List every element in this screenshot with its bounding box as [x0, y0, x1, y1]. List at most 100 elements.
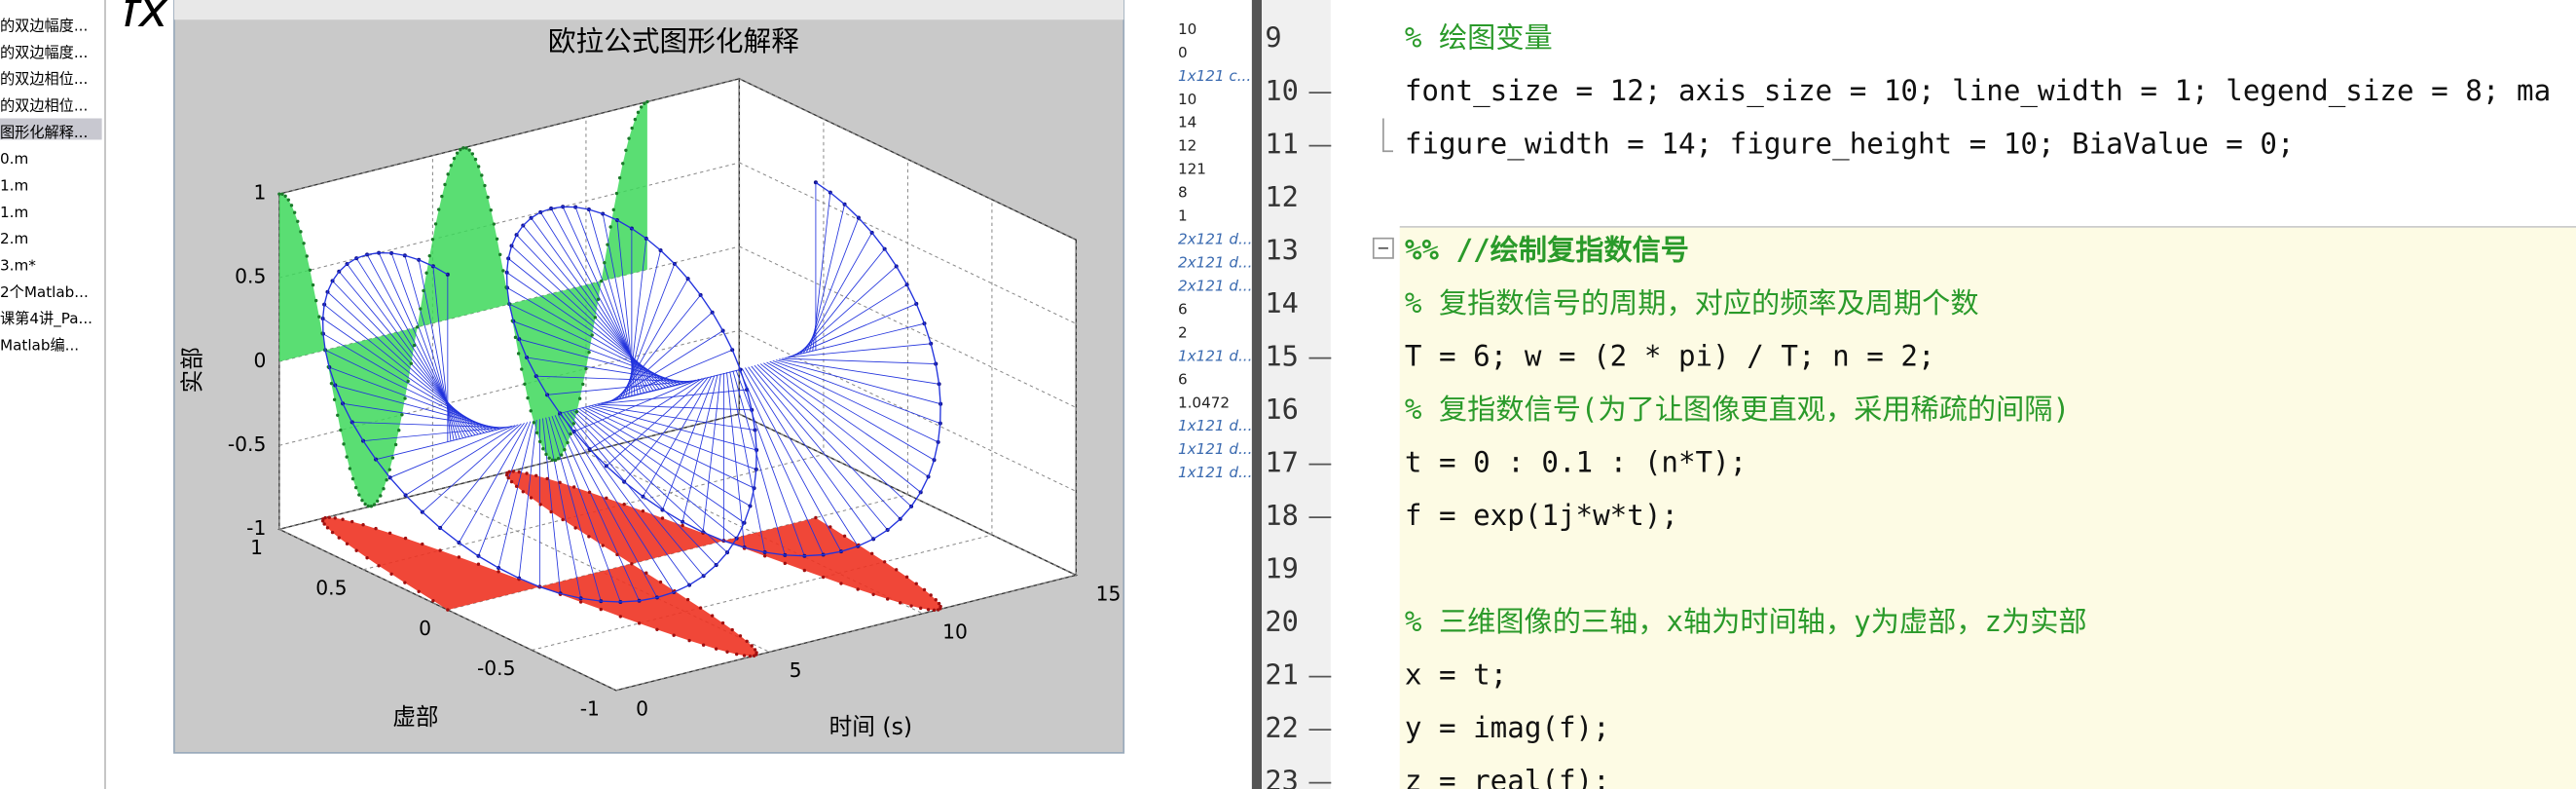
real-part-fill — [278, 101, 647, 507]
real-point — [584, 366, 588, 371]
real-point — [311, 282, 315, 287]
helix-stem — [506, 287, 676, 386]
figure-toolbar — [173, 0, 1124, 20]
breakpoint-marker: — — [1307, 714, 1332, 742]
real-point — [461, 146, 465, 150]
helix-stem — [542, 418, 562, 594]
grid-line — [739, 162, 1077, 324]
real-point — [455, 151, 460, 155]
imag-point — [725, 650, 729, 654]
real-point — [363, 502, 367, 507]
helix-stem — [756, 364, 912, 507]
helix-stem — [389, 425, 516, 478]
helix-stem — [574, 207, 644, 394]
real-point — [387, 468, 391, 471]
workspace-value: 1x121 d... — [1178, 417, 1253, 434]
imag-point — [514, 484, 519, 488]
imag-point — [345, 542, 350, 545]
helix-stem — [748, 366, 874, 540]
real-point — [467, 148, 471, 152]
imag-point — [601, 544, 605, 547]
real-point — [513, 335, 518, 340]
imag-point — [783, 561, 787, 566]
file-item: 的双边相位... — [0, 97, 88, 115]
imag-point — [738, 634, 743, 638]
helix-stem — [561, 413, 675, 593]
imag-point — [644, 571, 648, 575]
helix-stem — [351, 422, 506, 429]
line-number: 19 — [1265, 552, 1299, 585]
imag-point — [745, 639, 749, 643]
imag-point — [938, 604, 942, 609]
helix-stem — [772, 360, 940, 425]
real-point — [280, 192, 284, 196]
helix-stem — [738, 368, 825, 555]
breakpoint-marker: — — [1307, 343, 1332, 371]
imag-point — [871, 592, 875, 596]
imag-point — [742, 654, 747, 658]
imag-point — [734, 652, 739, 657]
real-point — [302, 242, 306, 245]
file-item: 0.m — [0, 150, 28, 168]
helix-stem — [769, 360, 938, 443]
real-point — [332, 397, 337, 401]
real-point — [537, 439, 542, 444]
imag-point — [720, 620, 725, 625]
workspace-value: 2x121 d... — [1178, 254, 1253, 272]
real-point — [350, 476, 355, 481]
real-point — [476, 165, 481, 169]
split-bar — [1251, 0, 1262, 789]
code-line: % 三维图像的三轴，x轴为时间轴，y为虚部，z为实部 — [1405, 605, 2087, 638]
helix-stem — [329, 366, 497, 431]
imag-point — [330, 530, 335, 535]
imag-point — [914, 582, 918, 585]
imag-point — [558, 480, 562, 485]
real-point — [385, 478, 388, 482]
real-point — [534, 431, 539, 434]
helix-stem — [591, 405, 757, 451]
file-item: 的双边幅度... — [0, 18, 88, 35]
helix-stem — [518, 420, 537, 579]
imag-point — [750, 644, 754, 648]
real-point — [452, 156, 457, 161]
real-point — [470, 152, 475, 156]
imag-point — [856, 587, 860, 591]
real-point — [277, 192, 281, 196]
real-point — [587, 350, 591, 355]
helix-stem — [363, 426, 509, 442]
real-point — [430, 238, 435, 242]
real-point — [553, 458, 558, 463]
real-point — [415, 325, 420, 329]
file-selection — [0, 118, 102, 140]
imag-point — [377, 564, 381, 568]
line-number: 13 — [1265, 234, 1299, 267]
real-point — [419, 307, 423, 311]
helix-stem — [535, 375, 690, 383]
imag-point — [882, 560, 887, 564]
real-point — [397, 429, 401, 432]
real-point — [390, 456, 395, 460]
y-axis-label: 虚部 — [392, 703, 438, 731]
imag-point — [802, 568, 807, 573]
workspace-value: 12 — [1178, 137, 1196, 155]
helix-stem — [560, 379, 697, 414]
helix-stem — [766, 361, 935, 461]
code-line: x = t; — [1405, 658, 1507, 692]
imag-point — [525, 471, 529, 475]
line-number: 10 — [1265, 74, 1299, 107]
real-point — [382, 487, 386, 491]
imag-point — [341, 517, 345, 521]
real-point — [492, 222, 497, 226]
real-point — [446, 172, 450, 176]
real-point — [645, 99, 649, 104]
helix-stem — [459, 422, 529, 544]
helix-stem — [606, 377, 706, 467]
imag-point — [325, 526, 330, 530]
helix-line — [321, 181, 941, 603]
workspace-value: 121 — [1178, 161, 1206, 178]
imag-point — [919, 606, 923, 611]
imag-point — [637, 621, 642, 625]
